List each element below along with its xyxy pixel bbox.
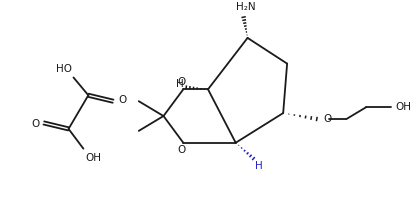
- Text: H: H: [176, 79, 183, 89]
- Text: HO: HO: [55, 64, 72, 74]
- Text: OH: OH: [85, 153, 101, 163]
- Text: O: O: [177, 145, 186, 155]
- Text: H: H: [256, 161, 263, 171]
- Text: O: O: [32, 119, 40, 129]
- Text: O: O: [177, 77, 186, 87]
- Text: O: O: [324, 114, 332, 124]
- Text: OH: OH: [395, 102, 411, 112]
- Text: O: O: [118, 95, 126, 105]
- Text: H₂N: H₂N: [236, 2, 255, 12]
